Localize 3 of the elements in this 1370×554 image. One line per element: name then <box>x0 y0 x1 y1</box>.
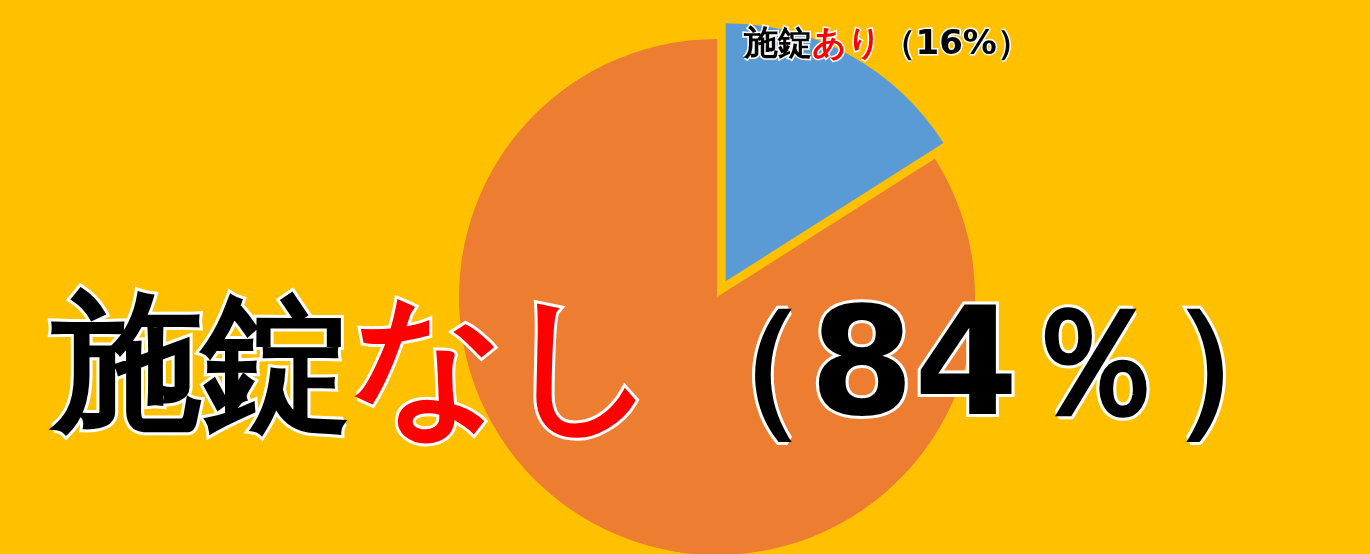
data-label: （84％） <box>659 275 1319 449</box>
slice-label: 施錠なし <box>47 275 660 449</box>
data-label: （16%） <box>881 21 1031 62</box>
